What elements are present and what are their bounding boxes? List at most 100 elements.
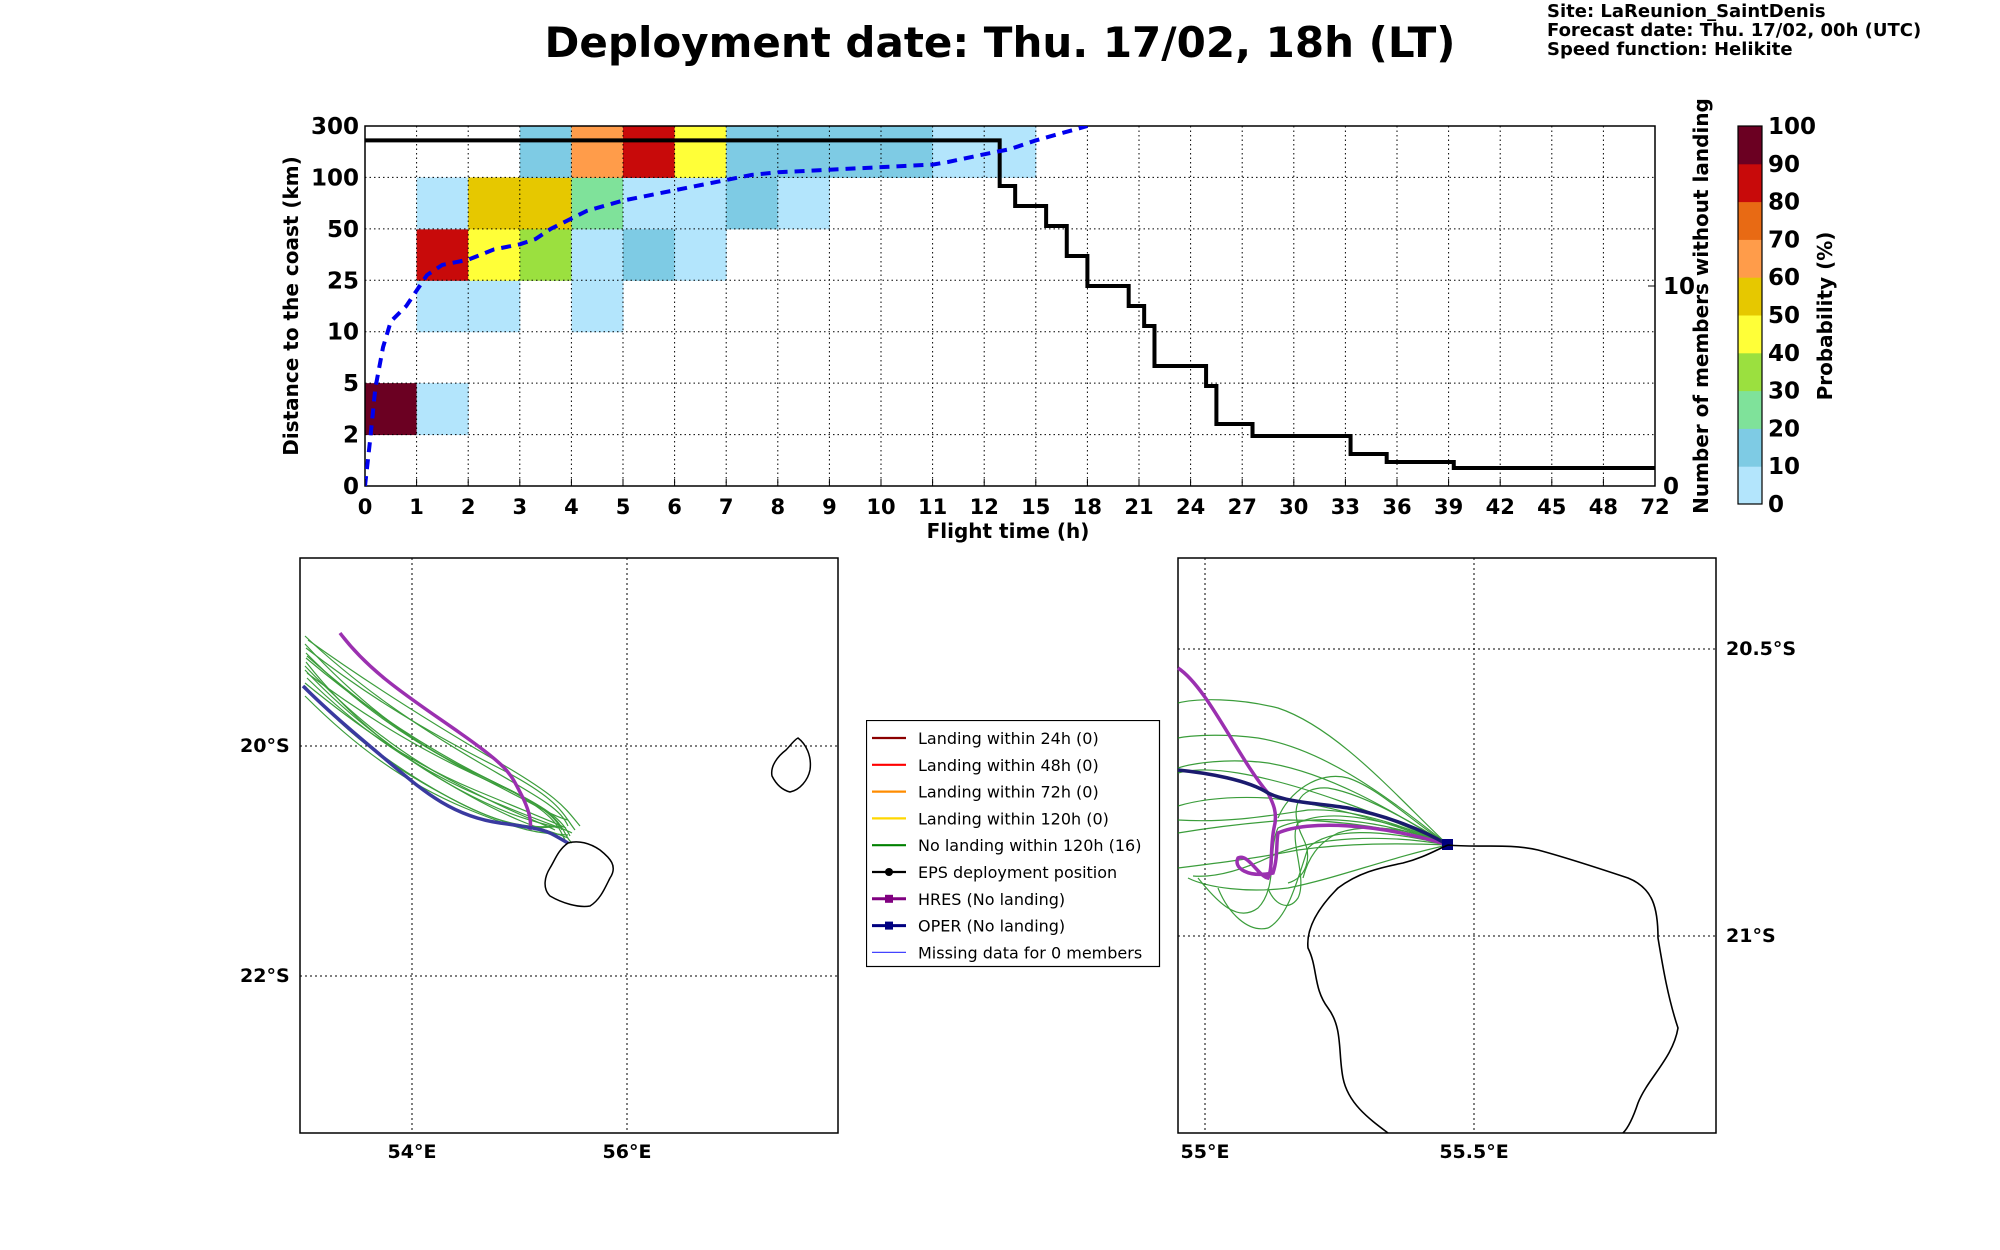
hres-trajectory (338, 631, 533, 831)
colorbar-swatch (1738, 390, 1762, 429)
heatmap-cell (623, 126, 676, 178)
y-tick-label: 100 (311, 165, 359, 191)
heatmap-cell (932, 126, 985, 127)
x-tick-label: 33 (1331, 495, 1360, 519)
x-tick-label: 2 (461, 495, 476, 519)
x-tick-label: 30 (1279, 495, 1308, 519)
x-tick-label: 24 (1176, 495, 1205, 519)
heatmap-cell (623, 228, 676, 281)
heatmap-cell (571, 126, 624, 178)
members-without-landing-line (365, 138, 1655, 470)
forecast-metadata: Site: LaReunion_SaintDenis Forecast date… (1547, 2, 1921, 59)
x-tick-label: 8 (770, 495, 785, 519)
x-axis-label: Flight time (h) (927, 519, 1090, 543)
colorbar-swatch (1738, 352, 1762, 392)
oper-trajectory (301, 684, 569, 845)
y-tick-label: 2 (343, 423, 359, 449)
legend-marker (885, 868, 893, 876)
heatmap-cell (881, 126, 934, 127)
heatmap-cell (777, 126, 830, 127)
colorbar-tick-label: 100 (1768, 114, 1816, 140)
reunion-island-coastline (1307, 844, 1679, 1134)
heatmap-cell (984, 126, 1037, 127)
legend-label: HRES (No landing) (918, 890, 1065, 909)
colorbar-tick-label: 40 (1768, 341, 1800, 367)
x-tick-label: 39 (1434, 495, 1463, 519)
colorbar-swatch (1738, 126, 1762, 165)
x-tick-label: 7 (719, 495, 734, 519)
heatmap-cell (519, 228, 572, 281)
y2-tick-label: 10 (1663, 274, 1695, 300)
colorbar-swatch (1738, 466, 1762, 505)
colorbar-swatch (1738, 163, 1762, 203)
probability-heatmap-chart: 0 1 2 3 4 5 6 7 8 9 10 11 12 15 18 21 24 27 30 33 36 39 42 45 48… (279, 98, 1837, 543)
x-tick-label: 6 (667, 495, 682, 519)
y-tick-label: 300 (311, 114, 359, 140)
heatmap-cell (416, 280, 469, 333)
heatmap-cell (674, 126, 727, 127)
y2-tick-label: 0 (1663, 474, 1679, 500)
legend: Landing within 24h (0) Landing within 48h… (866, 720, 1161, 968)
colorbar-tick-label: 20 (1768, 416, 1800, 442)
map-frame (299, 557, 839, 1134)
heatmap-cell (829, 126, 882, 127)
colorbar-tick-label: 60 (1768, 265, 1800, 291)
plot-frame (364, 125, 1656, 487)
mauritius-island-outline (770, 737, 812, 793)
oper-trajectory (1177, 768, 1449, 847)
x-tick-label: 5 (616, 495, 631, 519)
heatmap-cell (674, 228, 727, 281)
site-label: Site: LaReunion_SaintDenis (1547, 1, 1826, 22)
colorbar-swatch (1738, 277, 1762, 316)
lon-label: 54°E (388, 1141, 437, 1163)
median-distance-line (365, 126, 1088, 486)
heatmap-cell (726, 126, 779, 178)
colorbar-label: Probability (%) (1813, 232, 1837, 401)
heatmap-cell (726, 126, 779, 127)
heatmap-cell (468, 177, 521, 230)
legend-label: Landing within 48h (0) (918, 756, 1099, 775)
forecast-date-label: Forecast date: Thu. 17/02, 00h (UTC) (1547, 20, 1922, 41)
legend-label: Landing within 24h (0) (918, 729, 1099, 748)
heatmap-cell (674, 126, 727, 178)
legend-marker (885, 894, 893, 903)
heatmap-cell (416, 177, 469, 230)
x-tick-label: 27 (1228, 495, 1257, 519)
legend-frame (866, 720, 1161, 968)
reunion-island-outline (544, 841, 614, 908)
x-tick-label: 9 (822, 495, 837, 519)
x-tick-label: 45 (1537, 495, 1566, 519)
x-tick-label: 18 (1073, 495, 1102, 519)
colorbar-swatch (1738, 428, 1762, 467)
heatmap-cell (416, 383, 469, 436)
colorbar-tick-label: 10 (1768, 454, 1800, 480)
x-tick-label: 21 (1124, 495, 1153, 519)
x-tick-label: 15 (1021, 495, 1050, 519)
heatmap-cell (984, 126, 1037, 178)
y-tick-label: 50 (327, 217, 359, 243)
legend-label: No landing within 120h (16) (918, 836, 1141, 855)
y2-axis-label: Number of members without landing (1689, 98, 1713, 514)
heatmap-cell (881, 126, 934, 178)
legend-label: EPS deployment position (918, 863, 1117, 882)
colorbar-tick-label: 70 (1768, 227, 1800, 253)
colorbar-frame (1737, 125, 1763, 505)
lon-label: 56°E (603, 1141, 652, 1163)
heatmap-cell (1139, 126, 1192, 127)
speed-function-label: Speed function: Helikite (1547, 39, 1793, 60)
y-tick-label: 5 (343, 371, 359, 397)
y-tick-label: 0 (343, 474, 359, 500)
trajectory-map-zoomed: 20.5°S 21°S 55°E 55.5°E (1177, 557, 1796, 1163)
heatmap-cell (623, 177, 676, 230)
legend-label: OPER (No landing) (918, 917, 1065, 936)
heatmap-cell (519, 126, 572, 178)
x-tick-label: 4 (564, 495, 579, 519)
heatmap-cell (932, 126, 985, 178)
legend-label: Landing within 120h (0) (918, 809, 1109, 828)
x-tick-label: 10 (866, 495, 895, 519)
trajectory-map-regional: 20°S 22°S 54°E 56°E (240, 557, 839, 1163)
colorbar-tick-label: 90 (1768, 152, 1800, 178)
legend-label: Landing within 72h (0) (918, 783, 1099, 802)
lat-label: 20°S (240, 735, 290, 757)
colorbar-swatch (1738, 315, 1762, 354)
